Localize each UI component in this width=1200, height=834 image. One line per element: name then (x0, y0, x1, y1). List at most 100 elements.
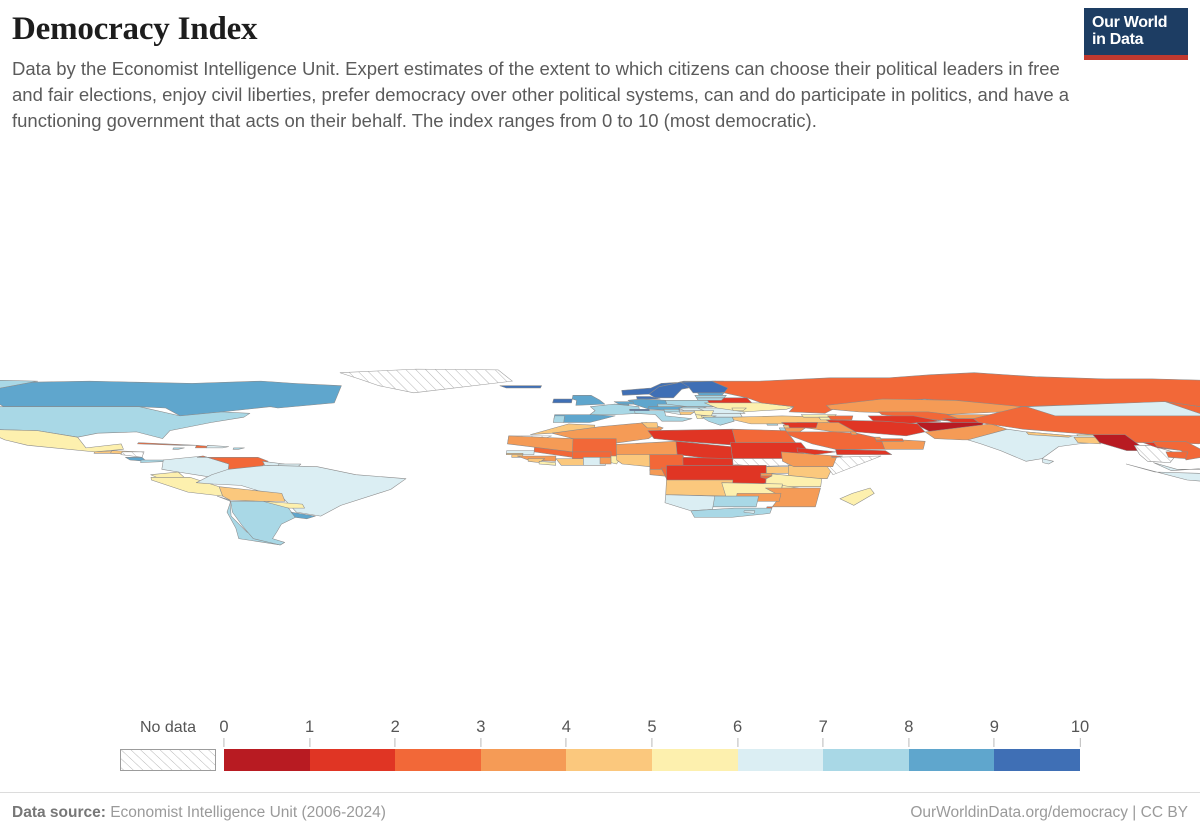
legend-segment-5-to-6[interactable] (651, 749, 738, 771)
legend-segment-3-to-4[interactable] (480, 749, 567, 771)
country-canada[interactable] (0, 380, 342, 417)
country-ivory-coast[interactable] (555, 458, 584, 466)
country-united-arab-emirates[interactable] (875, 438, 904, 442)
legend-no-data-group[interactable]: No data (120, 718, 216, 771)
country-denmark[interactable] (636, 396, 661, 400)
country-united-kingdom[interactable] (571, 395, 606, 406)
country-myanmar[interactable] (1092, 434, 1140, 451)
country-azerbaijan[interactable] (827, 415, 854, 421)
legend-segment-4-to-5[interactable] (566, 749, 652, 771)
legend-tick-label: 4 (561, 718, 571, 736)
map-svg[interactable] (0, 172, 1200, 712)
country-tunisia[interactable] (641, 422, 659, 429)
country-cuba[interactable] (137, 442, 197, 446)
map-country-layer[interactable] (0, 368, 1200, 546)
country-bosnia[interactable] (679, 411, 695, 415)
legend-tick-mark (480, 738, 482, 747)
country-qatar[interactable] (874, 436, 882, 441)
country-ecuador[interactable] (150, 471, 185, 478)
country-albania[interactable] (695, 414, 707, 419)
legend-tick-label: 2 (390, 718, 400, 736)
country-rwanda[interactable] (760, 473, 773, 477)
country-slovenia[interactable] (663, 409, 680, 413)
country-malaysia[interactable] (1153, 462, 1200, 471)
chart-footer: Data source: Economist Intelligence Unit… (0, 792, 1200, 834)
legend-segment-0-to-1[interactable] (224, 749, 310, 771)
country-mexico[interactable] (0, 429, 124, 453)
country-nicaragua[interactable] (120, 451, 145, 458)
country-djibouti[interactable] (831, 455, 843, 458)
country-latvia[interactable] (694, 395, 727, 399)
attribution-link[interactable]: OurWorldinData.org/democracy | CC BY (910, 804, 1188, 821)
country-sri-lanka[interactable] (1041, 458, 1054, 465)
legend-tick-mark (822, 738, 824, 747)
country-eswatini[interactable] (766, 506, 773, 509)
legend-tick-mark (394, 738, 396, 747)
world-choropleth-map[interactable] (0, 172, 1200, 712)
country-angola[interactable] (665, 479, 734, 497)
legend-tick-mark (223, 738, 225, 747)
country-bulgaria[interactable] (709, 413, 743, 418)
country-mongolia[interactable] (1026, 401, 1200, 417)
country-estonia[interactable] (697, 392, 725, 396)
country-togo[interactable] (599, 457, 612, 465)
country-cyprus[interactable] (766, 423, 779, 426)
country-russia[interactable] (711, 372, 1200, 415)
legend-segment-8-to-9[interactable] (908, 749, 995, 771)
legend-segment-7-to-8[interactable] (823, 749, 909, 771)
legend-tick-mark (993, 738, 995, 747)
legend-segment-9-to-10[interactable] (994, 749, 1080, 771)
country-burundi[interactable] (760, 475, 773, 479)
country-uruguay[interactable] (290, 511, 316, 520)
country-eritrea[interactable] (796, 447, 837, 455)
country-south-africa[interactable] (690, 507, 773, 518)
chart-subtitle: Data by the Economist Intelligence Unit.… (12, 58, 1070, 131)
country-tanzania[interactable] (765, 473, 822, 487)
country-egypt[interactable] (731, 428, 796, 443)
country-yemen[interactable] (835, 449, 893, 455)
country-lesotho[interactable] (743, 510, 756, 514)
country-puerto-rico[interactable] (232, 447, 245, 450)
country-lebanon[interactable] (782, 424, 790, 429)
country-kuwait[interactable] (850, 431, 858, 435)
country-argentina[interactable] (230, 501, 296, 546)
country-moldova[interactable] (731, 407, 747, 411)
country-portugal[interactable] (553, 415, 565, 423)
country-jamaica[interactable] (172, 447, 185, 450)
country-ethiopia[interactable] (781, 451, 838, 467)
country-liberia[interactable] (538, 461, 556, 466)
country-north-macedonia[interactable] (700, 415, 717, 418)
legend-segment-6-to-7[interactable] (737, 749, 824, 771)
country-greenland[interactable] (339, 368, 513, 394)
country-madagascar[interactable] (839, 487, 875, 506)
country-indonesia[interactable] (1125, 463, 1200, 484)
country-alaska[interactable] (0, 380, 38, 399)
legend-color-bar[interactable] (224, 749, 1080, 771)
country-namibia[interactable] (664, 494, 716, 512)
country-lithuania[interactable] (696, 397, 725, 401)
country-botswana[interactable] (707, 495, 759, 508)
country-bangladesh[interactable] (1073, 436, 1101, 445)
country-cambodia[interactable] (1165, 451, 1189, 459)
country-france[interactable] (589, 403, 641, 415)
country-netherlands[interactable] (613, 401, 634, 405)
country-iceland[interactable] (499, 385, 542, 389)
country-nepal[interactable] (1025, 431, 1073, 438)
country-ireland[interactable] (552, 398, 573, 404)
legend-segment-1-to-2[interactable] (309, 749, 396, 771)
country-switzerland[interactable] (629, 409, 650, 411)
legend-segment-2-to-3[interactable] (395, 749, 481, 771)
legend-tick-label: 7 (818, 718, 828, 736)
country-bhutan[interactable] (1076, 434, 1095, 437)
our-world-in-data-logo[interactable]: Our World in Data (1084, 8, 1188, 60)
country-greece[interactable] (701, 416, 735, 426)
country-italy[interactable] (634, 410, 693, 422)
legend-tick-5: 5 (647, 718, 657, 747)
legend-no-data-swatch[interactable] (120, 749, 216, 771)
country-dominican-republic[interactable] (206, 445, 229, 449)
country-libya[interactable] (647, 428, 737, 446)
country-vietnam[interactable] (1152, 441, 1200, 461)
legend-color-scale[interactable]: 0 1 2 3 4 5 6 7 8 9 10 (219, 718, 1089, 771)
country-brazil[interactable] (195, 465, 407, 517)
